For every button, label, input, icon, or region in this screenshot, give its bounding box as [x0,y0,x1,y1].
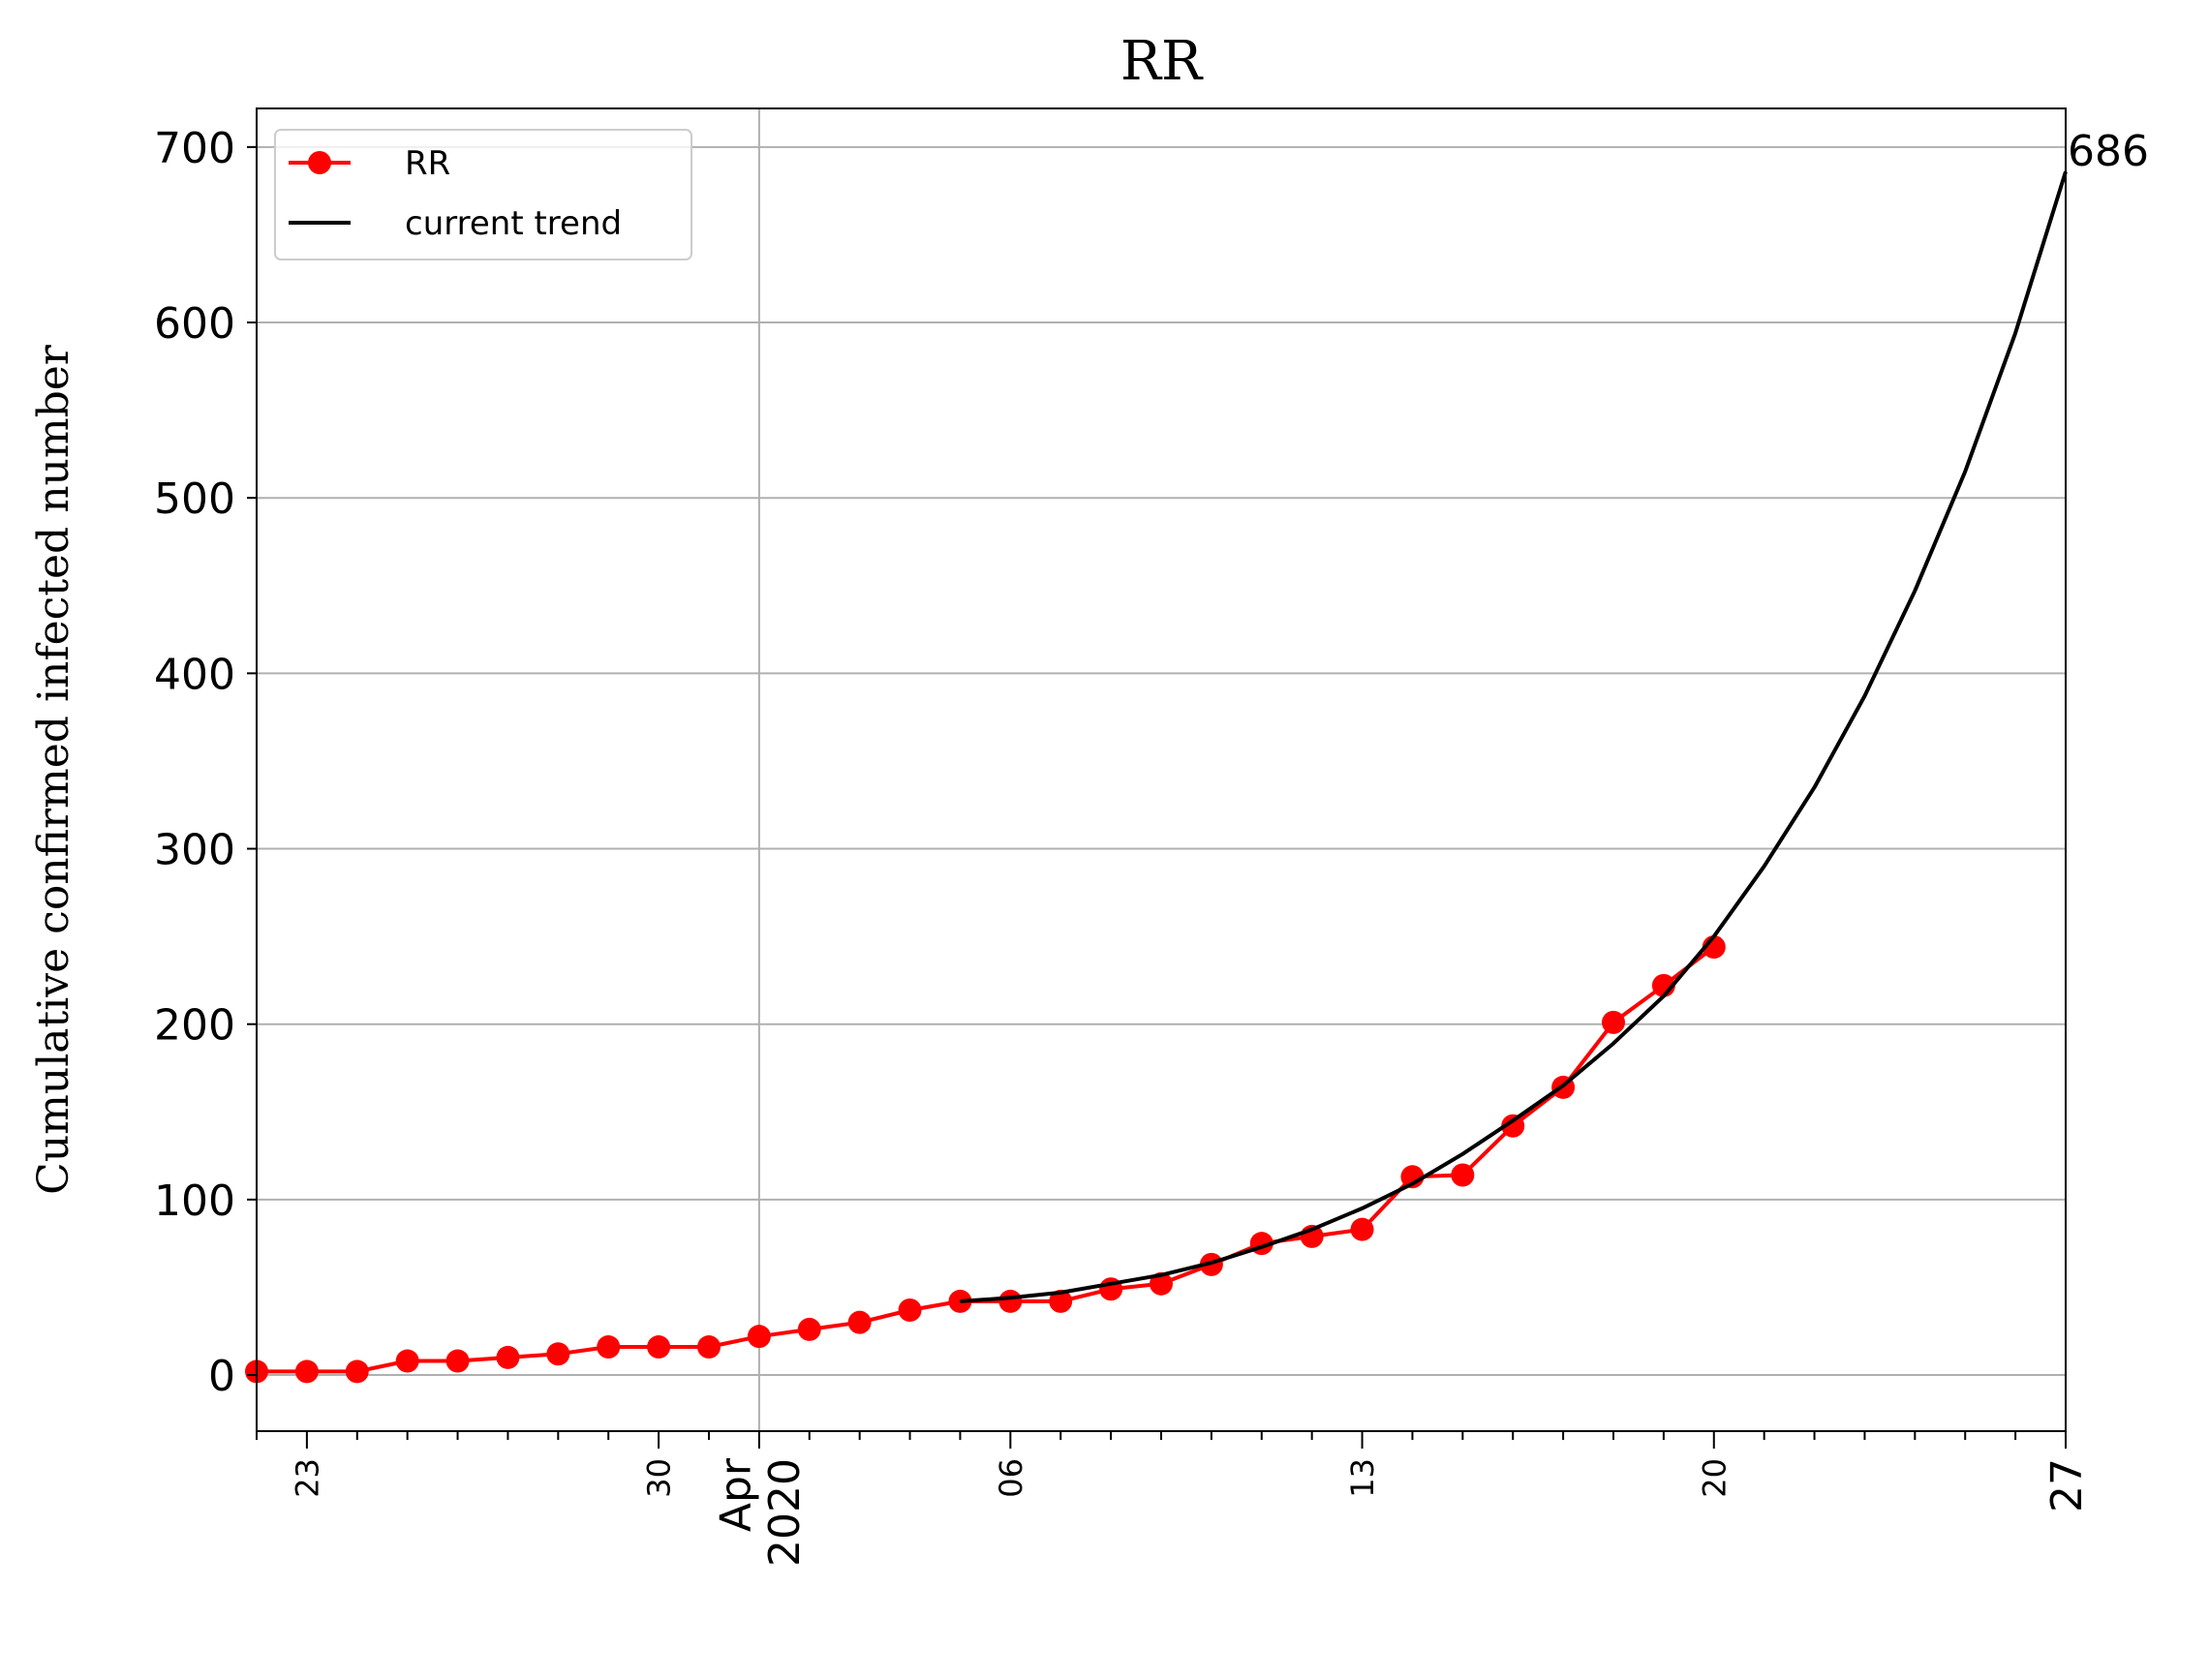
legend: RR current trend [274,129,692,260]
y-tick-label: 100 [154,1176,235,1226]
x-tick-label: 23 [289,1458,325,1498]
data-point [445,1349,470,1373]
data-point [546,1342,570,1366]
legend-label: RR [405,144,450,183]
data-point [496,1345,520,1369]
data-point [998,1289,1023,1313]
data-point [294,1359,319,1384]
data-point [1602,1010,1625,1034]
x-tick-label: 13 [1344,1458,1381,1498]
x-tick-label: 27 [2042,1458,2092,1512]
y-tick-label: 600 [154,299,235,349]
series-layer [245,170,2068,1384]
data-point [647,1335,671,1359]
data-point [1350,1217,1374,1241]
x-tick-label: 2020 [760,1458,810,1567]
x-tick-label: 30 [641,1458,678,1498]
annotations: 686 [2068,127,2149,176]
data-point [395,1349,419,1373]
x-tick-label: Apr [711,1457,760,1532]
data-point [797,1317,821,1341]
end-value-annotation: 686 [2068,127,2149,176]
y-tick-label: 300 [154,826,235,875]
data-point [697,1335,721,1359]
legend-box [274,129,692,260]
series-line-current-trend [960,170,2068,1303]
y-tick-label: 200 [154,1001,235,1051]
x-tick-label: 20 [1696,1458,1733,1498]
y-tick-label: 400 [154,650,235,699]
legend-marker [308,151,331,174]
data-point [898,1298,922,1322]
y-axis-label: Cumulative confirmed infected number [29,344,78,1195]
y-tick-label: 500 [154,474,235,524]
data-point [747,1325,771,1349]
data-point [1049,1289,1073,1313]
data-point [597,1335,621,1359]
x-tick-label: 06 [993,1458,1029,1498]
data-point [1451,1163,1475,1187]
y-tick-label: 700 [154,124,235,173]
y-tick-label: 0 [208,1352,235,1401]
data-point [847,1310,872,1334]
data-point [345,1359,369,1384]
chart-title: RR [1120,30,1204,93]
data-point [1501,1114,1525,1138]
ticks: 0 100 200 300 400 500 600 700 23 30 Apr 2020 06 13 20 2… [154,124,2092,1567]
legend-label: current trend [405,204,622,243]
